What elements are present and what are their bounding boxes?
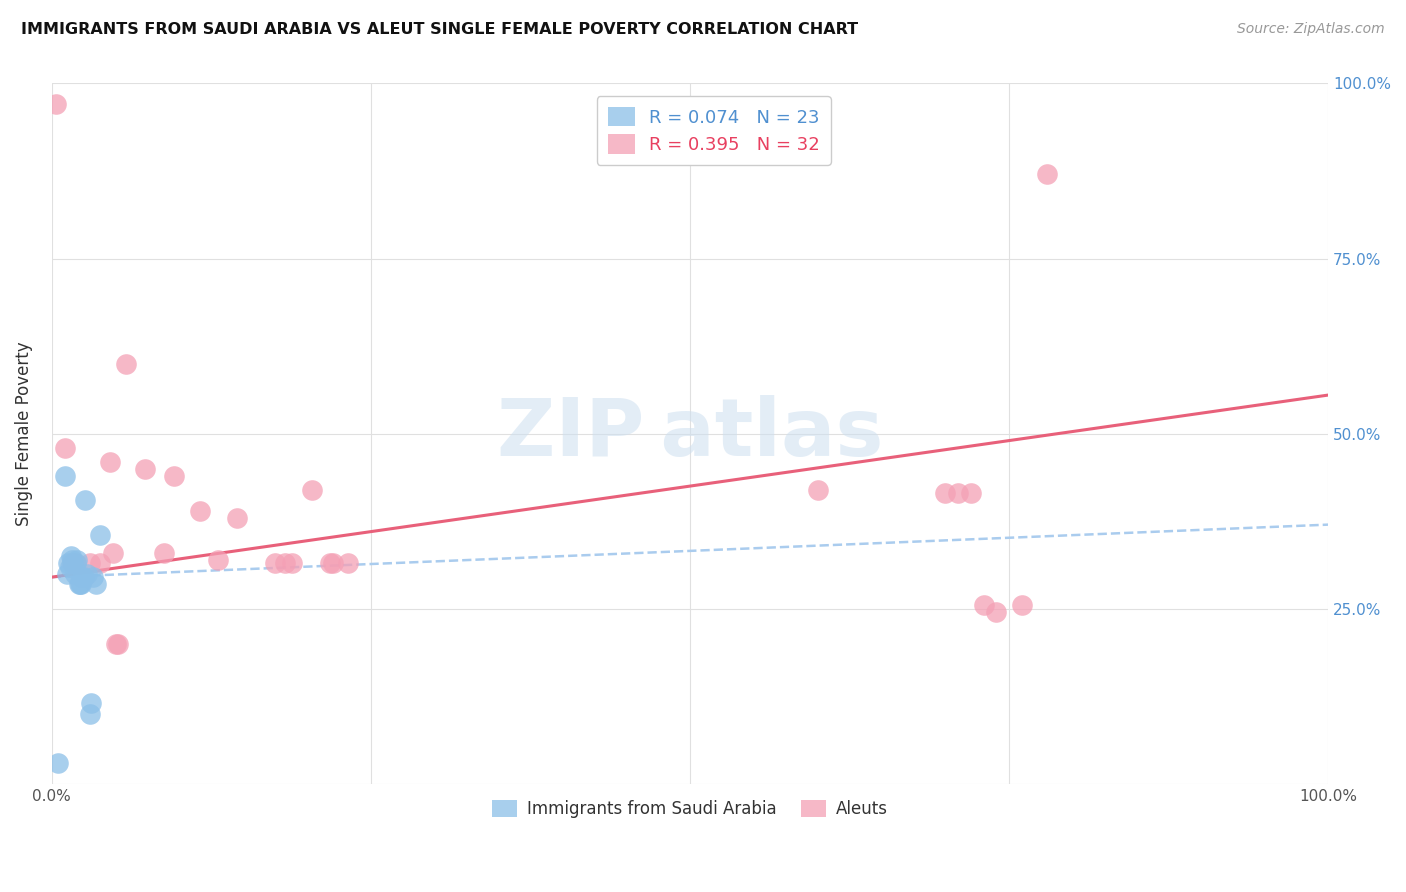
Point <box>86 577 108 591</box>
Point <box>153 546 176 560</box>
Point <box>80 696 103 710</box>
Y-axis label: Single Female Poverty: Single Female Poverty <box>15 342 32 526</box>
Point <box>301 483 323 497</box>
Point <box>101 546 124 560</box>
Point <box>280 556 302 570</box>
Point <box>60 556 83 570</box>
Point <box>65 556 87 570</box>
Point <box>59 549 82 563</box>
Point <box>46 756 69 770</box>
Point <box>1036 168 1059 182</box>
Legend: Immigrants from Saudi Arabia, Aleuts: Immigrants from Saudi Arabia, Aleuts <box>485 793 896 824</box>
Point <box>66 552 89 566</box>
Point <box>62 556 84 570</box>
Point <box>89 556 111 570</box>
Point <box>806 483 828 497</box>
Point <box>319 556 342 570</box>
Point <box>82 570 104 584</box>
Point <box>76 566 98 581</box>
Point <box>63 566 86 581</box>
Point <box>114 357 136 371</box>
Point <box>274 556 297 570</box>
Point <box>934 486 956 500</box>
Point <box>53 468 76 483</box>
Point <box>946 486 969 500</box>
Text: Source: ZipAtlas.com: Source: ZipAtlas.com <box>1237 22 1385 37</box>
Point <box>225 510 247 524</box>
Point <box>336 556 359 570</box>
Point <box>207 552 229 566</box>
Point <box>56 566 79 581</box>
Point <box>163 468 186 483</box>
Point <box>89 528 111 542</box>
Point <box>134 461 156 475</box>
Point <box>59 559 82 574</box>
Point <box>69 577 91 591</box>
Point <box>73 493 96 508</box>
Point <box>264 556 287 570</box>
Point <box>322 556 344 570</box>
Point <box>986 605 1008 619</box>
Point <box>67 577 90 591</box>
Point <box>79 706 101 721</box>
Point <box>70 577 93 591</box>
Text: IMMIGRANTS FROM SAUDI ARABIA VS ALEUT SINGLE FEMALE POVERTY CORRELATION CHART: IMMIGRANTS FROM SAUDI ARABIA VS ALEUT SI… <box>21 22 858 37</box>
Point <box>188 503 211 517</box>
Point <box>1011 598 1033 612</box>
Text: ZIP atlas: ZIP atlas <box>496 394 883 473</box>
Point <box>973 598 995 612</box>
Point <box>107 637 129 651</box>
Point <box>60 552 83 566</box>
Point <box>100 454 122 468</box>
Point <box>959 486 981 500</box>
Point <box>72 570 94 584</box>
Point <box>104 637 127 651</box>
Point <box>79 556 101 570</box>
Point <box>73 570 96 584</box>
Point <box>63 556 86 570</box>
Point <box>45 97 67 112</box>
Point <box>58 556 80 570</box>
Point <box>53 441 76 455</box>
